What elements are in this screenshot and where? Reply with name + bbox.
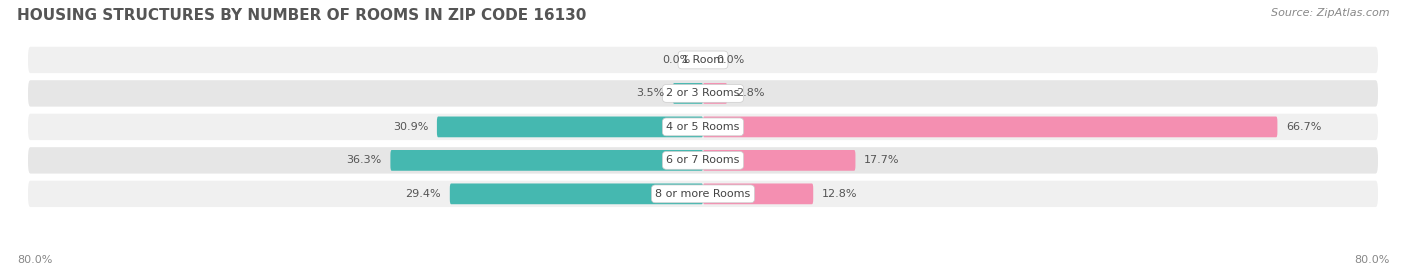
FancyBboxPatch shape [673,83,703,104]
Text: 80.0%: 80.0% [17,255,52,265]
Text: 1 Room: 1 Room [682,55,724,65]
FancyBboxPatch shape [703,184,813,204]
FancyBboxPatch shape [703,117,1278,137]
FancyBboxPatch shape [703,83,727,104]
FancyBboxPatch shape [437,117,703,137]
Text: 4 or 5 Rooms: 4 or 5 Rooms [666,122,740,132]
FancyBboxPatch shape [703,150,855,171]
Text: 0.0%: 0.0% [716,55,744,65]
FancyBboxPatch shape [27,146,1379,175]
Text: 3.5%: 3.5% [636,88,664,99]
FancyBboxPatch shape [27,79,1379,108]
Text: 2 or 3 Rooms: 2 or 3 Rooms [666,88,740,99]
Text: 0.0%: 0.0% [662,55,690,65]
Text: 36.3%: 36.3% [346,155,382,166]
FancyBboxPatch shape [27,113,1379,141]
Text: Source: ZipAtlas.com: Source: ZipAtlas.com [1271,8,1389,18]
Text: 29.4%: 29.4% [405,189,441,199]
Text: 6 or 7 Rooms: 6 or 7 Rooms [666,155,740,166]
FancyBboxPatch shape [27,180,1379,208]
FancyBboxPatch shape [27,46,1379,74]
Text: 80.0%: 80.0% [1354,255,1389,265]
Text: 2.8%: 2.8% [735,88,765,99]
Text: HOUSING STRUCTURES BY NUMBER OF ROOMS IN ZIP CODE 16130: HOUSING STRUCTURES BY NUMBER OF ROOMS IN… [17,8,586,23]
Text: 66.7%: 66.7% [1286,122,1322,132]
Text: 12.8%: 12.8% [823,189,858,199]
Text: 30.9%: 30.9% [392,122,429,132]
Text: 17.7%: 17.7% [865,155,900,166]
FancyBboxPatch shape [391,150,703,171]
Text: 8 or more Rooms: 8 or more Rooms [655,189,751,199]
FancyBboxPatch shape [450,184,703,204]
